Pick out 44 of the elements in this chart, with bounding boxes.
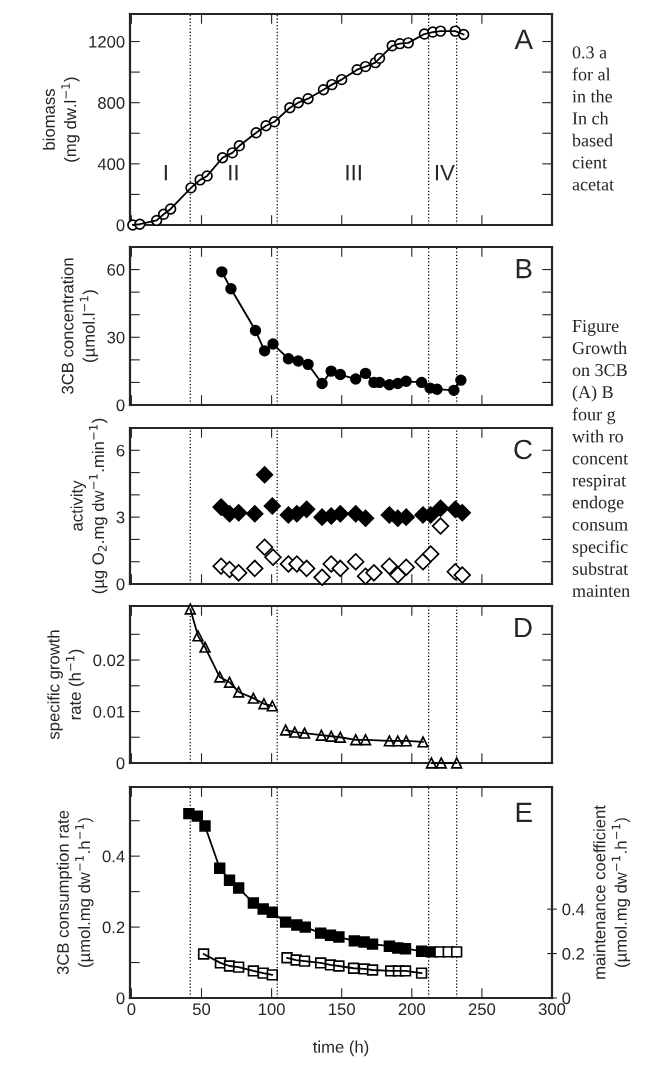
text: activity (µg O$_{2}$.mg dw$^{−1}$.min$^{−1}$) [70,418,108,594]
chart-title: A [514,29,533,49]
y-tick-label: 0.02 [93,654,125,667]
y-axis-title: 3CB consumption rate (µmol.mg dw$^{−1}$.h$^{−1}$) [56,810,94,975]
y-tick-label: 6 [116,444,125,457]
x-tick-label: 0 [127,1003,136,1016]
x-tick-label: 100 [258,1003,285,1016]
y-tick-label: 0 [116,578,125,591]
x-axis-title: time (h) [313,1040,369,1057]
y2-tick-label: 0.4 [562,903,585,916]
chart-title: D [515,618,532,638]
y-tick-label: 0.01 [93,705,125,718]
y-tick-label: 60 [107,263,125,276]
y-tick-label: 0 [116,757,125,770]
y-tick-label: 1200 [89,35,125,48]
y2-tick-label: 0 [562,992,571,1005]
annotation: III [346,165,361,181]
y-axis-title: 3CB concentration (µmol.l$^{−1}$) [61,258,99,394]
y-tick-label: 0 [116,399,125,412]
chart-title: B [516,259,532,279]
annotation: II [229,165,238,181]
y-tick-label: 0.2 [102,921,125,934]
y-tick-label: 0 [116,219,125,232]
y2-axis-title: maintenance coefficient (µmol.mg dw$^{−1}$.h$^{−1}$) [593,805,631,979]
y-tick-label: 0 [116,992,125,1005]
x-tick-label: 200 [398,1003,426,1016]
y-tick-label: 800 [98,97,125,109]
x-tick-label: 50 [192,1003,211,1016]
y-tick-label: 3 [116,511,125,524]
text: Figure Growth on 3CB (A) B four g with ro concent respirat endoge consum specific substrat mainten [572,319,630,597]
y-axis-title: biomass (mg dw.l$^{−1}$) [42,77,80,162]
y-tick-label: 400 [97,158,125,171]
text: 0.3 a for al in the In ch based cient acetat [572,46,614,191]
annotation: I [164,165,167,181]
annotation: IV [435,165,455,181]
x-tick-label: 300 [538,1003,566,1016]
chart-title: E [516,802,532,822]
y-axis-title: specific growth rate (h$^{−1}$) [47,630,85,740]
y-tick-label: 30 [107,331,125,344]
chart-title: C [514,439,532,460]
y-tick-label: 0.4 [102,850,125,863]
y2-tick-label: 0.2 [562,947,585,960]
x-tick-label: 150 [329,1003,355,1016]
x-tick-label: 250 [468,1003,496,1016]
